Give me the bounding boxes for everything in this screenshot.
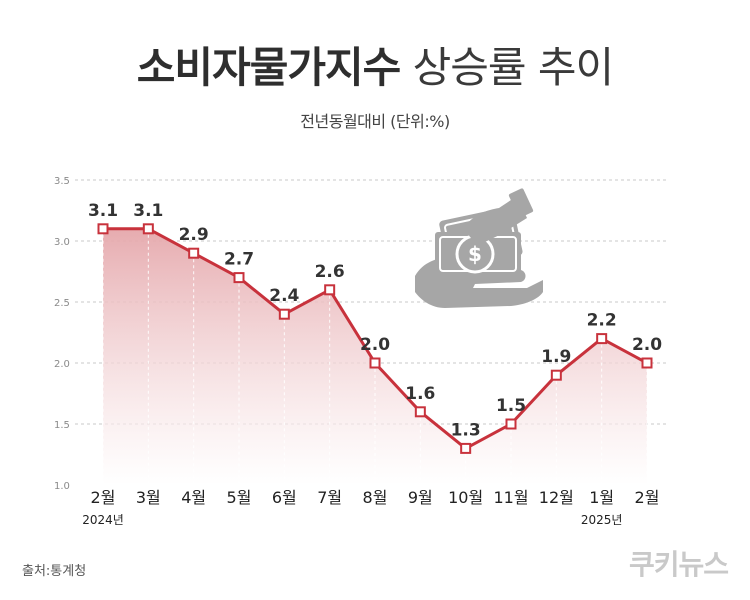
hand-with-money-icon: $ bbox=[415, 188, 543, 308]
source-note: 출처:통계청 bbox=[22, 564, 87, 579]
brand-logo: 쿠키뉴스 bbox=[628, 548, 729, 581]
x-tick-label: 9월 bbox=[408, 488, 433, 507]
data-label: 2.6 bbox=[315, 262, 345, 282]
y-tick-label: 3.0 bbox=[54, 237, 70, 248]
data-labels: 3.1 3.1 2.9 2.7 2.4 2.6 2.0 1.6 1.3 1.5 1.9 2.2 2.0 bbox=[88, 201, 662, 441]
chart-title: 소비자물가지수 상승률 추이 bbox=[0, 40, 750, 96]
x-tick-label: 5월 bbox=[227, 488, 252, 507]
x-axis-ticks: 2월 3월 4월 5월 6월 7월 8월 9월 10월 11월 12월 1월 2월 bbox=[91, 488, 660, 507]
x-tick-label: 10월 bbox=[448, 488, 483, 507]
data-label: 1.9 bbox=[541, 347, 571, 367]
data-point bbox=[505, 418, 517, 430]
title-sub: 상승률 추이 bbox=[412, 43, 615, 92]
year-labels: 2024년 2025년 bbox=[82, 513, 622, 527]
data-label: 1.6 bbox=[405, 384, 435, 404]
y-tick-label: 1.5 bbox=[54, 420, 70, 431]
x-tick-label: 6월 bbox=[272, 488, 297, 507]
x-tick-label: 1월 bbox=[589, 488, 614, 507]
x-tick-label: 8월 bbox=[363, 488, 388, 507]
data-point bbox=[460, 442, 472, 454]
data-point bbox=[324, 284, 336, 296]
x-tick-label: 2월 bbox=[635, 488, 660, 507]
data-label: 2.7 bbox=[224, 250, 254, 270]
data-point bbox=[142, 223, 154, 235]
x-guide-lines bbox=[102, 228, 648, 485]
y-axis-ticks: 3.5 3.0 2.5 2.0 1.5 1.0 bbox=[54, 176, 70, 492]
year-label: 2024년 bbox=[82, 513, 124, 527]
data-point bbox=[414, 406, 426, 418]
data-point bbox=[641, 357, 653, 369]
data-label: 1.3 bbox=[451, 420, 481, 440]
data-point bbox=[188, 247, 200, 259]
data-point bbox=[596, 333, 608, 345]
x-tick-label: 12월 bbox=[539, 488, 574, 507]
data-label: 2.0 bbox=[360, 335, 390, 355]
year-label: 2025년 bbox=[581, 513, 623, 527]
x-tick-label: 7월 bbox=[317, 488, 342, 507]
x-tick-label: 4월 bbox=[181, 488, 206, 507]
data-label: 3.1 bbox=[88, 201, 118, 221]
data-label: 2.2 bbox=[587, 311, 617, 331]
data-label: 3.1 bbox=[133, 201, 163, 221]
data-point bbox=[278, 308, 290, 320]
data-point bbox=[550, 369, 562, 381]
y-tick-label: 1.0 bbox=[54, 481, 70, 492]
title-main: 소비자물가지수 bbox=[136, 43, 401, 92]
data-point bbox=[369, 357, 381, 369]
x-tick-label: 3월 bbox=[136, 488, 161, 507]
data-points bbox=[97, 223, 653, 454]
y-tick-label: 3.5 bbox=[54, 176, 70, 187]
area-fill bbox=[103, 228, 647, 486]
data-label: 2.0 bbox=[632, 335, 662, 355]
data-label: 2.4 bbox=[269, 286, 299, 306]
svg-text:$: $ bbox=[468, 242, 482, 266]
y-tick-label: 2.0 bbox=[54, 359, 70, 370]
x-tick-label: 11월 bbox=[493, 488, 528, 507]
data-label: 1.5 bbox=[496, 396, 526, 416]
chart-subtitle: 전년동월대비 (단위:%) bbox=[300, 112, 450, 131]
y-tick-label: 2.5 bbox=[54, 298, 70, 309]
data-point bbox=[233, 272, 245, 284]
data-label: 2.9 bbox=[179, 225, 209, 245]
x-tick-label: 2월 bbox=[91, 488, 116, 507]
data-point bbox=[97, 223, 109, 235]
